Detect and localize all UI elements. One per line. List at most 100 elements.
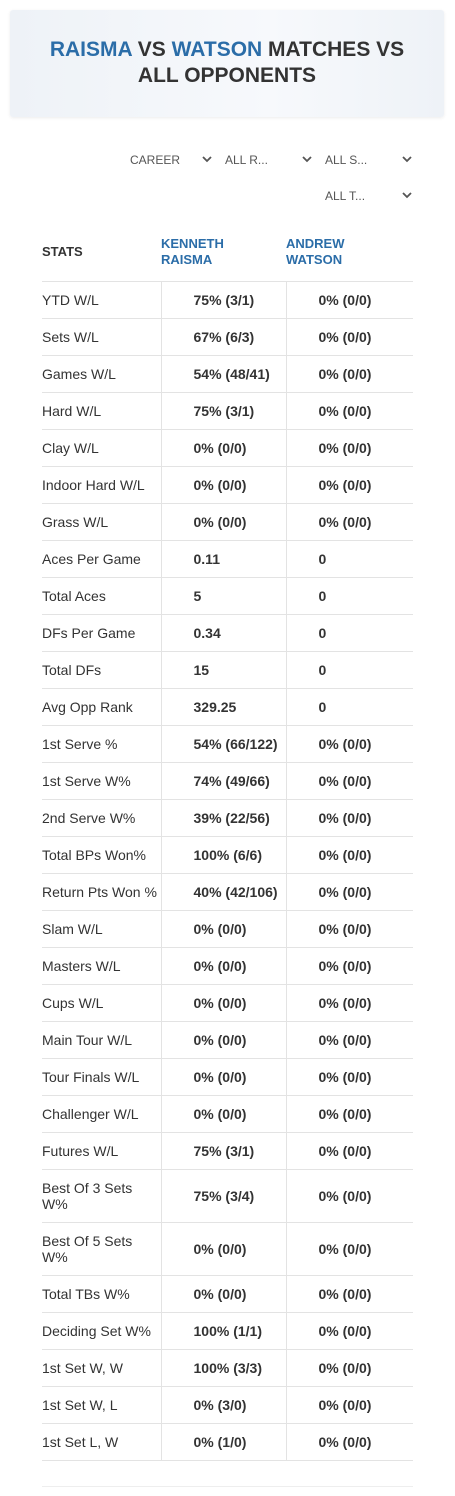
table-row: Main Tour W/L 0% (0/0) 0% (0/0): [42, 1021, 413, 1059]
stat-value: 75% (3/4): [160, 1169, 286, 1223]
table-row: 1st Serve % 54% (66/122) 0% (0/0): [42, 725, 413, 763]
dropdown[interactable]: CAREER: [130, 150, 212, 170]
stat-label: 1st Set L, W: [42, 1423, 161, 1461]
table-row: 1st Set W, W 100% (3/3) 0% (0/0): [42, 1349, 413, 1387]
stat-label: 2nd Serve W%: [42, 799, 161, 837]
stat-value: 0.34: [160, 614, 286, 652]
table-row: Sets W/L 67% (6/3) 0% (0/0): [42, 318, 413, 356]
stats-table: STATS KENNETH RAISMA ANDREW WATSON YTD W…: [42, 222, 413, 1461]
stat-value: 0% (0/0): [285, 947, 413, 985]
chevron: [402, 192, 412, 199]
stat-value: 0% (0/0): [160, 466, 286, 504]
stat-label: Slam W/L: [42, 910, 161, 948]
stat-label: Aces Per Game: [42, 540, 161, 578]
dropdown-label: CAREER: [130, 153, 181, 167]
vs: VS: [137, 38, 166, 61]
stat-label: Best Of 5 Sets W%: [42, 1222, 161, 1276]
stat-label: Futures W/L: [42, 1132, 161, 1170]
dropdown[interactable]: ALL T...: [325, 186, 412, 206]
stat-label: 1st Serve %: [42, 725, 161, 763]
stat-value: 100% (3/3): [160, 1349, 286, 1387]
stat-label: Cups W/L: [42, 984, 161, 1022]
table-row: Total TBs W% 0% (0/0) 0% (0/0): [42, 1275, 413, 1313]
table-row: YTD W/L 75% (3/1) 0% (0/0): [42, 281, 413, 319]
stat-value: 0% (0/0): [285, 1058, 413, 1096]
table-row: Best Of 5 Sets W% 0% (0/0) 0% (0/0): [42, 1222, 413, 1276]
stat-value: 0% (0/0): [285, 1386, 413, 1424]
stat-label: Return Pts Won %: [42, 873, 161, 911]
table-row: Aces Per Game 0.11 0: [42, 540, 413, 578]
stat-value: 54% (48/41): [160, 355, 286, 393]
stat-value: 0% (0/0): [285, 1021, 413, 1059]
stat-value: 74% (49/66): [160, 762, 286, 800]
dropdown-label: ALL R...: [225, 153, 268, 167]
stat-label: Indoor Hard W/L: [42, 466, 161, 504]
table-row: Best Of 3 Sets W% 75% (3/4) 0% (0/0): [42, 1169, 413, 1223]
stat-label: Tour Finals W/L: [42, 1058, 161, 1096]
stat-value: 0% (0/0): [285, 836, 413, 874]
table-row: 1st Serve W% 74% (49/66) 0% (0/0): [42, 762, 413, 800]
stat-value: 0% (0/0): [285, 725, 413, 763]
stat-value: 0% (0/0): [285, 429, 413, 467]
column-header: STATS: [42, 222, 161, 282]
stat-value: 0% (0/0): [285, 466, 413, 504]
stat-value: 0: [285, 688, 413, 726]
stat-value: 0% (3/0): [160, 1386, 286, 1424]
table-row: Hard W/L 75% (3/1) 0% (0/0): [42, 392, 413, 430]
stat-label: DFs Per Game: [42, 614, 161, 652]
title-suffix: MATCHES VS ALL OPPONENTS: [137, 38, 405, 87]
player2: WATSON: [171, 38, 263, 61]
stat-label: Challenger W/L: [42, 1095, 161, 1133]
stat-label: Deciding Set W%: [42, 1312, 161, 1350]
table-row: Indoor Hard W/L 0% (0/0) 0% (0/0): [42, 466, 413, 504]
stat-value: 39% (22/56): [160, 799, 286, 837]
stat-value: 0: [285, 540, 413, 578]
table-row: Total DFs 15 0: [42, 651, 413, 689]
stat-label: Sets W/L: [42, 318, 161, 356]
stat-value: 0% (0/0): [285, 1275, 413, 1313]
table-row: Return Pts Won % 40% (42/106) 0% (0/0): [42, 873, 413, 911]
table-row: Slam W/L 0% (0/0) 0% (0/0): [42, 910, 413, 948]
table-body: YTD W/L 75% (3/1) 0% (0/0) Sets W/L 67% (6/3…: [42, 281, 413, 1461]
stat-value: 75% (3/1): [160, 392, 286, 430]
stat-label: 1st Set W, W: [42, 1349, 161, 1387]
stat-value: 0: [285, 577, 413, 615]
dropdown[interactable]: ALL S...: [325, 150, 412, 170]
stat-label: Best Of 3 Sets W%: [42, 1169, 161, 1223]
player-name: KENNETH RAISMA: [161, 235, 224, 267]
stat-label: Avg Opp Rank: [42, 688, 161, 726]
stat-label: Total BPs Won%: [42, 836, 161, 874]
stat-label: Total DFs: [42, 651, 161, 689]
stat-label: YTD W/L: [42, 281, 161, 319]
player1: RAISMA: [49, 38, 132, 61]
stat-value: 0% (0/0): [285, 910, 413, 948]
stat-value: 0% (0/0): [285, 762, 413, 800]
stat-value: 0% (1/0): [160, 1423, 286, 1461]
stat-value: 54% (66/122): [160, 725, 286, 763]
stat-value: 0% (0/0): [285, 1423, 413, 1461]
stat-value: 75% (3/1): [160, 281, 286, 319]
stat-label: 1st Serve W%: [42, 762, 161, 800]
player-name: ANDREW WATSON: [286, 235, 345, 267]
chevron: [202, 156, 212, 163]
table-row: Challenger W/L 0% (0/0) 0% (0/0): [42, 1095, 413, 1133]
table-row: Masters W/L 0% (0/0) 0% (0/0): [42, 947, 413, 985]
stat-value: 0: [285, 651, 413, 689]
stat-label: Grass W/L: [42, 503, 161, 541]
table-row: Clay W/L 0% (0/0) 0% (0/0): [42, 429, 413, 467]
stat-value: 100% (1/1): [160, 1312, 286, 1350]
table-row: Avg Opp Rank 329.25 0: [42, 688, 413, 726]
stat-label: Total TBs W%: [42, 1275, 161, 1313]
stat-value: 0% (0/0): [160, 1095, 286, 1133]
stat-value: 0% (0/0): [285, 281, 413, 319]
stat-label: 1st Set W, L: [42, 1386, 161, 1424]
table-row: Total Aces 5 0: [42, 577, 413, 615]
stat-label: Hard W/L: [42, 392, 161, 430]
chevron: [302, 156, 312, 163]
dropdown[interactable]: ALL R...: [225, 150, 312, 170]
stat-value: 0% (0/0): [285, 873, 413, 911]
column-header: KENNETH RAISMA: [161, 222, 286, 282]
table-row: Total BPs Won% 100% (6/6) 0% (0/0): [42, 836, 413, 874]
column-header: ANDREW WATSON: [286, 222, 413, 282]
